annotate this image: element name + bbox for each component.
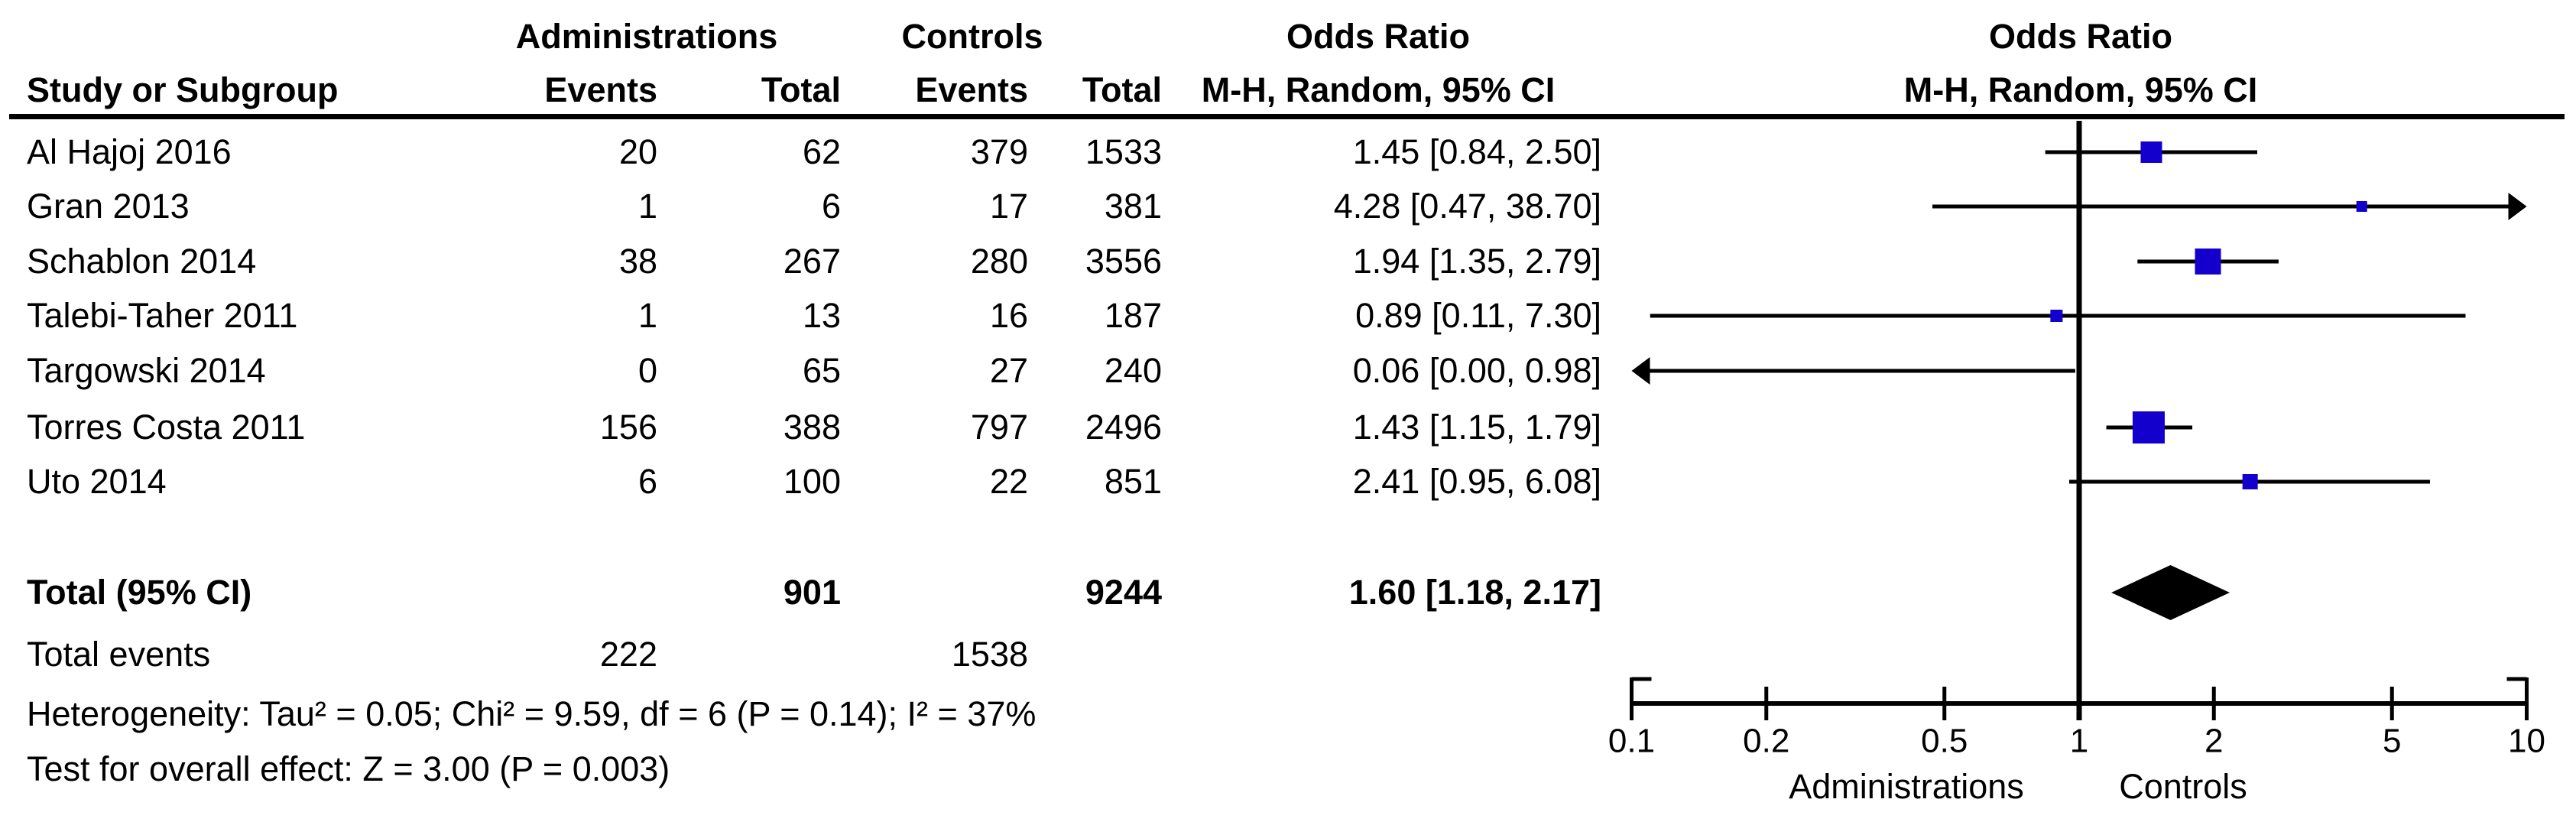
- control-events-cell: 16: [989, 296, 1028, 335]
- study-name-cell: Al Hajoj 2016: [27, 132, 232, 171]
- column-header-admin-events: Events: [544, 70, 657, 109]
- or-ci-cell: 0.06 [0.00, 0.98]: [1352, 351, 1601, 390]
- overall-effect-test: Test for overall effect: Z = 3.00 (P = 0…: [27, 749, 670, 788]
- total-events-control: 1538: [951, 635, 1028, 674]
- or-text-column-method: M-H, Random, 95% CI: [1201, 70, 1556, 109]
- admin-total-cell: 13: [802, 296, 841, 335]
- control-events-cell: 22: [989, 462, 1028, 501]
- total-control-total: 9244: [1085, 573, 1162, 612]
- header-rule: [9, 114, 2565, 119]
- column-header-control-events: Events: [915, 70, 1028, 109]
- admin-events-cell: 156: [599, 408, 657, 447]
- study-name-cell: Uto 2014: [27, 462, 167, 501]
- admin-total-cell: 100: [783, 462, 841, 501]
- axis-tick-label: 2: [2205, 723, 2223, 760]
- column-header-study: Study or Subgroup: [27, 70, 339, 109]
- axis-group-label-right: Controls: [2119, 767, 2247, 806]
- or-ci-cell: 2.41 [0.95, 6.08]: [1352, 462, 1601, 501]
- total-diamond: [2111, 565, 2230, 620]
- study-name-cell: Targowski 2014: [27, 351, 266, 390]
- control-total-cell: 381: [1104, 187, 1162, 226]
- admin-events-cell: 1: [638, 187, 657, 226]
- effect-square: [2242, 474, 2258, 489]
- axis-tick-label: 0.2: [1743, 723, 1789, 760]
- control-total-cell: 187: [1104, 296, 1162, 335]
- admin-events-cell: 20: [618, 132, 657, 171]
- column-header-admin-total: Total: [761, 70, 841, 109]
- control-total-cell: 240: [1104, 351, 1162, 390]
- control-total-cell: 851: [1104, 462, 1162, 501]
- or-text-column-title: Odds Ratio: [1286, 17, 1471, 56]
- control-events-cell: 17: [989, 187, 1028, 226]
- heterogeneity-stats: Heterogeneity: Tau² = 0.05; Chi² = 9.59,…: [27, 694, 1037, 733]
- or-ci-cell: 1.45 [0.84, 2.50]: [1352, 132, 1601, 171]
- effect-square: [2195, 249, 2221, 275]
- axis-tick-label: 10: [2508, 723, 2545, 760]
- control-events-cell: 27: [989, 351, 1028, 390]
- or-ci-cell: 1.94 [1.35, 2.79]: [1352, 242, 1601, 281]
- column-header-control-total: Total: [1082, 70, 1162, 109]
- effect-square: [2140, 141, 2162, 163]
- or-plot-column-title: Odds Ratio: [1988, 17, 2173, 56]
- admin-total-cell: 267: [783, 242, 841, 281]
- control-total-cell: 2496: [1085, 408, 1162, 447]
- admin-events-cell: 0: [638, 351, 657, 390]
- effect-square: [2050, 310, 2063, 322]
- admin-total-cell: 6: [821, 187, 841, 226]
- axis-tick-label: 1: [2070, 723, 2088, 760]
- total-or-ci: 1.60 [1.18, 2.17]: [1348, 573, 1601, 612]
- or-plot-column-method: M-H, Random, 95% CI: [1903, 70, 2258, 109]
- total-events-label: Total events: [27, 635, 211, 674]
- total-row-label: Total (95% CI): [27, 573, 252, 612]
- total-events-admin: 222: [599, 635, 657, 674]
- ci-arrow-left: [1631, 357, 1650, 385]
- control-total-cell: 1533: [1085, 132, 1162, 171]
- study-name-cell: Talebi-Taher 2011: [27, 296, 298, 335]
- axis-tick-label: 5: [2383, 723, 2401, 760]
- admin-total-cell: 65: [802, 351, 841, 390]
- effect-square: [2132, 411, 2165, 443]
- admin-total-cell: 388: [783, 408, 841, 447]
- control-events-cell: 797: [970, 408, 1028, 447]
- axis-tick-label: 0.1: [1608, 723, 1655, 760]
- group-header-administrations: Administrations: [515, 17, 778, 56]
- ci-arrow-right: [2508, 193, 2527, 220]
- or-ci-cell: 0.89 [0.11, 7.30]: [1355, 296, 1601, 335]
- admin-total-cell: 62: [802, 132, 841, 171]
- study-name-cell: Schablon 2014: [27, 242, 257, 281]
- or-ci-cell: 1.43 [1.15, 1.79]: [1352, 408, 1601, 447]
- axis-tick-label: 0.5: [1921, 723, 1968, 760]
- study-name-cell: Torres Costa 2011: [27, 408, 306, 447]
- admin-events-cell: 6: [638, 462, 657, 501]
- effect-square: [2356, 201, 2367, 212]
- admin-events-cell: 38: [618, 242, 657, 281]
- or-ci-cell: 4.28 [0.47, 38.70]: [1333, 187, 1601, 226]
- control-events-cell: 379: [970, 132, 1028, 171]
- axis-group-label-left: Administrations: [1789, 767, 2024, 806]
- group-header-controls: Controls: [901, 17, 1043, 56]
- control-events-cell: 280: [970, 242, 1028, 281]
- control-total-cell: 3556: [1085, 242, 1162, 281]
- study-name-cell: Gran 2013: [27, 187, 190, 226]
- total-admin-total: 901: [783, 573, 841, 612]
- admin-events-cell: 1: [638, 296, 657, 335]
